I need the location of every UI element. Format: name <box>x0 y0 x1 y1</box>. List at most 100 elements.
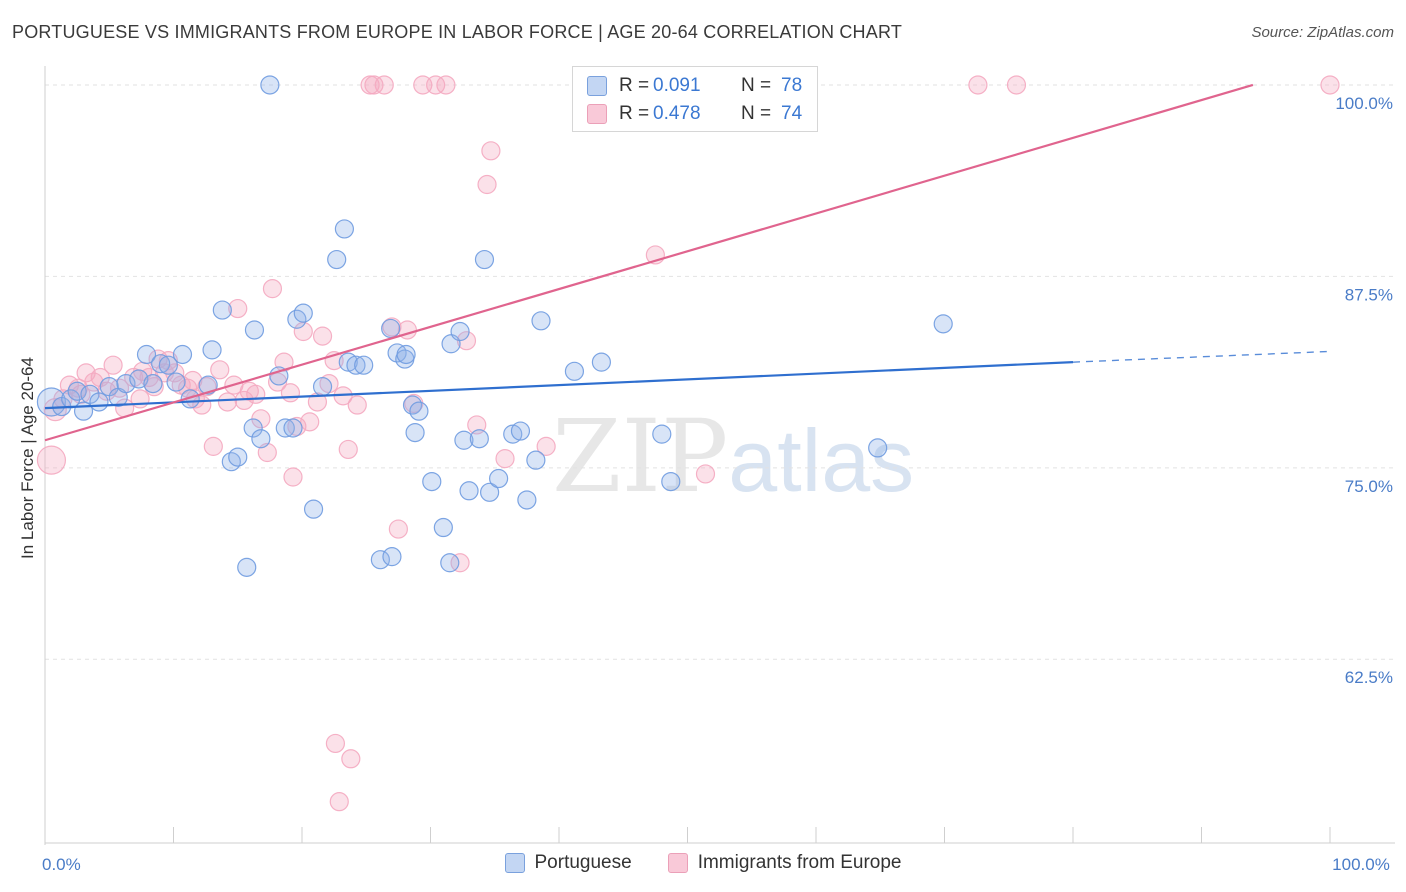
portuguese-point[interactable] <box>269 366 289 386</box>
europe-point[interactable] <box>280 383 301 403</box>
portuguese-point[interactable] <box>396 344 416 365</box>
portuguese-points <box>36 75 953 577</box>
portuguese-point[interactable] <box>370 550 390 570</box>
portuguese-point[interactable] <box>405 422 425 443</box>
portuguese-point[interactable] <box>228 447 248 467</box>
portuguese-point[interactable] <box>251 429 271 449</box>
portuguese-point[interactable] <box>202 340 222 360</box>
europe-point[interactable] <box>347 395 367 415</box>
portuguese-point[interactable] <box>868 438 888 458</box>
portuguese-point[interactable] <box>450 321 470 342</box>
portuguese-point[interactable] <box>198 375 218 395</box>
europe-point[interactable] <box>267 372 288 392</box>
europe-point[interactable] <box>426 75 446 95</box>
portuguese-point[interactable] <box>244 320 265 340</box>
portuguese-point[interactable] <box>143 373 163 394</box>
europe-point[interactable] <box>364 75 384 95</box>
europe-point[interactable] <box>382 317 402 337</box>
portuguese-point[interactable] <box>652 424 672 444</box>
portuguese-point[interactable] <box>422 471 442 492</box>
portuguese-point[interactable] <box>89 392 109 412</box>
portuguese-point[interactable] <box>158 355 178 375</box>
portuguese-point[interactable] <box>327 249 347 270</box>
portuguese-point[interactable] <box>661 471 681 492</box>
europe-point[interactable] <box>312 326 333 346</box>
europe-point[interactable] <box>203 436 223 456</box>
portuguese-point[interactable] <box>334 219 355 239</box>
portuguese-point[interactable] <box>381 318 401 339</box>
portuguese-point[interactable] <box>480 482 500 502</box>
portuguese-point[interactable] <box>526 450 546 470</box>
europe-point[interactable] <box>210 360 230 380</box>
portuguese-point[interactable] <box>474 249 495 270</box>
europe-point[interactable] <box>1006 75 1027 95</box>
europe-point[interactable] <box>436 75 456 95</box>
portuguese-point[interactable] <box>440 553 460 573</box>
portuguese-point[interactable] <box>116 373 136 394</box>
portuguese-point[interactable] <box>531 311 551 331</box>
portuguese-point[interactable] <box>409 401 429 421</box>
portuguese-point[interactable] <box>129 369 149 389</box>
europe-point[interactable] <box>183 370 203 391</box>
portuguese-point[interactable] <box>346 355 366 375</box>
europe-point[interactable] <box>1320 75 1340 95</box>
europe-point[interactable] <box>246 384 266 404</box>
legend-label: Portuguese <box>534 852 632 873</box>
europe-point[interactable] <box>388 519 408 539</box>
europe-point[interactable] <box>300 412 320 432</box>
portuguese-point[interactable] <box>517 490 537 510</box>
portuguese-point[interactable] <box>591 352 612 372</box>
legend-item-portuguese[interactable]: Portuguese <box>504 852 632 874</box>
europe-point[interactable] <box>341 749 361 769</box>
portuguese-point[interactable] <box>503 424 523 444</box>
europe-point[interactable] <box>283 467 303 487</box>
portuguese-point[interactable] <box>489 468 509 489</box>
portuguese-point[interactable] <box>382 547 402 567</box>
europe-point[interactable] <box>329 792 349 812</box>
europe-point[interactable] <box>338 439 358 460</box>
portuguese-point[interactable] <box>151 354 171 374</box>
portuguese-point[interactable] <box>180 389 200 409</box>
portuguese-point[interactable] <box>275 418 295 438</box>
europe-point[interactable] <box>325 733 346 754</box>
europe-point[interactable] <box>103 355 123 375</box>
portuguese-point[interactable] <box>354 355 374 375</box>
europe-point[interactable] <box>450 553 470 573</box>
portuguese-point[interactable] <box>338 352 358 372</box>
r-value: 0.478 <box>653 103 701 124</box>
europe-point[interactable] <box>477 174 497 195</box>
europe-point[interactable] <box>158 351 178 371</box>
portuguese-point[interactable] <box>433 517 453 538</box>
europe-point[interactable] <box>495 449 515 469</box>
portuguese-point[interactable] <box>283 418 303 438</box>
europe-point[interactable] <box>228 298 248 319</box>
europe-point[interactable] <box>217 392 238 412</box>
portuguese-point[interactable] <box>459 481 479 501</box>
portuguese-point[interactable] <box>454 430 474 450</box>
portuguese-point[interactable] <box>312 377 333 397</box>
europe-point[interactable] <box>307 392 328 412</box>
europe-point[interactable] <box>374 75 394 95</box>
europe-point[interactable] <box>481 141 501 161</box>
portuguese-point[interactable] <box>303 499 324 519</box>
portuguese-point[interactable] <box>510 421 531 441</box>
portuguese-point[interactable] <box>469 429 489 449</box>
europe-point[interactable] <box>262 279 283 299</box>
legend-item-europe[interactable]: Immigrants from Europe <box>667 852 901 874</box>
portuguese-point[interactable] <box>166 372 186 392</box>
portuguese-point[interactable] <box>212 300 232 320</box>
portuguese-point[interactable] <box>933 314 953 334</box>
r-label: R = <box>619 103 650 124</box>
portuguese-point[interactable] <box>237 557 257 577</box>
portuguese-point[interactable] <box>243 418 263 438</box>
europe-point[interactable] <box>968 75 988 95</box>
europe-point[interactable] <box>36 445 67 475</box>
portuguese-point[interactable] <box>293 303 313 323</box>
europe-point[interactable] <box>695 464 716 484</box>
portuguese-point[interactable] <box>36 387 67 417</box>
europe-point[interactable] <box>536 436 556 456</box>
portuguese-point[interactable] <box>136 344 157 365</box>
portuguese-point[interactable] <box>172 344 193 365</box>
portuguese-point[interactable] <box>564 361 585 381</box>
portuguese-point[interactable] <box>260 75 280 95</box>
